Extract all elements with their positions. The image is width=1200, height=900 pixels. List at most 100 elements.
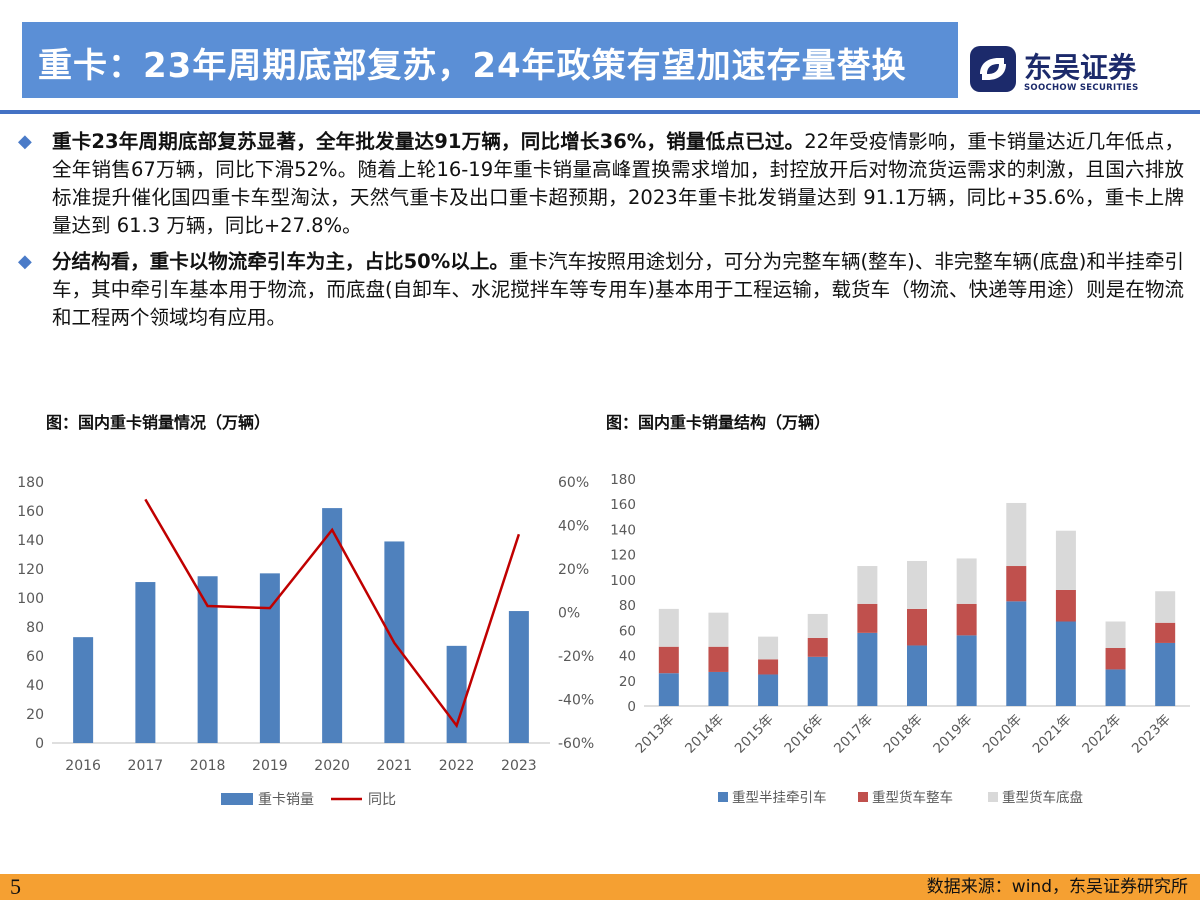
x-tick-label: 2018: [190, 758, 226, 774]
legend-swatch: [858, 792, 868, 802]
brand-logo: 东吴证券 SOOCHOW SECURITIES: [968, 44, 1168, 104]
bar-truck-complete: [708, 646, 729, 672]
legend-label: 重卡销量: [258, 792, 314, 808]
y-tick-label: 100: [610, 573, 636, 589]
x-tick-label: 2021年: [1030, 712, 1075, 757]
legend-label: 重型货车整车: [872, 789, 953, 806]
y-tick-label: 60: [26, 649, 44, 665]
y2-tick-label: -60%: [558, 736, 594, 752]
bar-truck-chassis: [956, 558, 977, 604]
bar-truck-chassis: [1155, 591, 1176, 623]
y-tick-label: 140: [17, 533, 44, 549]
y-tick-label: 20: [619, 674, 636, 690]
bar-truck-chassis: [1105, 621, 1126, 648]
bar-sales: [322, 508, 343, 743]
x-tick-label: 2019年: [930, 712, 975, 757]
bar-truck-chassis: [907, 560, 927, 609]
x-tick-label: 2019: [252, 758, 288, 774]
y2-tick-label: 0%: [558, 606, 580, 622]
bar-truck-complete: [758, 659, 779, 675]
y-tick-label: 120: [610, 548, 636, 564]
bar-tractor: [658, 673, 679, 706]
bar-sales: [197, 576, 218, 743]
bullet-bold-text: 分结构看，重卡以物流牵引车为主，占比50%以上。: [52, 250, 509, 273]
y2-tick-label: -20%: [558, 649, 594, 665]
bar-truck-chassis: [758, 636, 779, 660]
x-tick-label: 2023: [501, 758, 537, 774]
x-tick-label: 2015年: [732, 712, 777, 757]
y-tick-label: 120: [17, 562, 44, 578]
page-number: 5: [10, 874, 21, 899]
legend-swatch: [718, 792, 728, 802]
left-chart-title: 图：国内重卡销量情况（万辆）: [46, 413, 271, 432]
y-tick-label: 80: [26, 620, 44, 636]
legend-label: 重型货车底盘: [1002, 789, 1083, 806]
y-tick-label: 180: [610, 472, 636, 488]
bar-sales: [446, 645, 467, 743]
bullet-body-text: 22年受疫情影响，重卡销量达近几年低点，全年销售67万辆，同比下滑52%。随着上…: [52, 130, 1184, 237]
y2-tick-label: 40%: [558, 519, 589, 535]
bullet-list: ◆ 重卡23年周期底部复苏显著，全年批发量达91万辆，同比增长36%，销量低点已…: [18, 128, 1184, 340]
bar-tractor: [907, 645, 927, 706]
y-tick-label: 180: [17, 475, 44, 491]
bar-tractor: [807, 656, 828, 706]
x-tick-label: 2016: [65, 758, 101, 774]
x-tick-label: 2021: [377, 758, 413, 774]
y-tick-label: 40: [619, 649, 636, 665]
bar-tractor: [708, 671, 729, 706]
bar-truck-chassis: [857, 566, 878, 604]
y2-tick-label: 20%: [558, 562, 589, 578]
y-tick-label: 160: [610, 497, 636, 513]
bar-truck-complete: [907, 608, 927, 646]
title-divider: [0, 110, 1200, 114]
bullet-item-2: ◆ 分结构看，重卡以物流牵引车为主，占比50%以上。重卡汽车按照用途划分，可分为…: [18, 248, 1184, 332]
legend-label: 同比: [368, 792, 396, 808]
bar-truck-chassis: [1055, 530, 1076, 590]
bar-truck-chassis: [807, 613, 828, 638]
x-tick-label: 2017年: [831, 712, 876, 757]
bar-truck-chassis: [658, 608, 679, 647]
bar-truck-complete: [1006, 566, 1027, 602]
y2-tick-label: -40%: [558, 693, 594, 709]
bullet-item-1: ◆ 重卡23年周期底部复苏显著，全年批发量达91万辆，同比增长36%，销量低点已…: [18, 128, 1184, 240]
bar-tractor: [857, 632, 878, 706]
title-bar: 重卡：23年周期底部复苏，24年政策有望加速存量替换: [22, 22, 958, 98]
y-tick-label: 40: [26, 678, 44, 694]
legend-swatch-sales: [221, 793, 253, 805]
x-tick-label: 2020: [314, 758, 350, 774]
bar-sales: [259, 573, 280, 743]
x-tick-label: 2023年: [1129, 712, 1174, 757]
y-tick-label: 80: [619, 598, 636, 614]
right-chart-title: 图：国内重卡销量结构（万辆）: [606, 413, 831, 432]
x-tick-label: 2017: [128, 758, 164, 774]
soochow-logo-icon: [970, 46, 1016, 92]
sales-combo-chart: 0 20 40 60 80 100 120 140 160 180 -60% -40% -20% 0% 20…: [17, 475, 594, 808]
x-tick-label: 2022年: [1079, 712, 1124, 757]
source-note: 数据来源：wind，东吴证券研究所: [926, 877, 1188, 897]
x-tick-label: 2022: [439, 758, 475, 774]
y2-tick-label: 60%: [558, 475, 589, 491]
x-tick-label: 2018年: [881, 712, 926, 757]
y-tick-label: 100: [17, 591, 44, 607]
diamond-bullet-icon: ◆: [18, 251, 32, 272]
bar-sales: [135, 582, 156, 743]
bar-tractor: [1155, 642, 1176, 706]
x-tick-label: 2020年: [980, 712, 1025, 757]
bar-tractor: [1055, 621, 1076, 706]
page-title: 重卡：23年周期底部复苏，24年政策有望加速存量替换: [38, 46, 907, 86]
y-tick-label: 60: [619, 623, 636, 639]
bar-tractor: [758, 674, 779, 706]
bar-tractor: [1105, 669, 1126, 706]
bar-truck-complete: [857, 603, 878, 633]
x-tick-label: 2013年: [632, 712, 677, 757]
x-tick-label: 2014年: [682, 712, 727, 757]
bar-tractor: [956, 635, 977, 706]
bar-sales: [508, 611, 529, 743]
logo-cn-text: 东吴证券: [1024, 51, 1137, 84]
footer-bar: 5 数据来源：wind，东吴证券研究所: [0, 874, 1200, 900]
legend-label: 重型半挂牵引车: [732, 789, 827, 806]
bar-truck-complete: [1055, 589, 1076, 622]
bar-truck-complete: [1155, 622, 1176, 643]
legend-swatch: [988, 792, 998, 802]
bullet-body-text: 重卡汽车按照用途划分，可分为完整车辆(整车)、非完整车辆(底盘)和半挂牵引车，其…: [52, 250, 1184, 329]
